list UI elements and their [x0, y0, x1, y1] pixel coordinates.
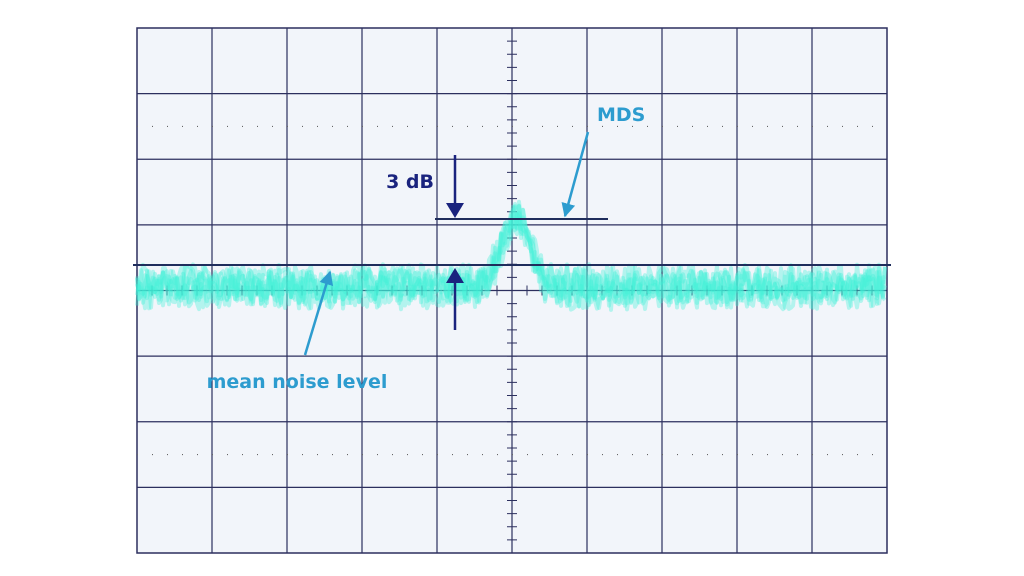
noise-band: [135, 199, 886, 312]
mds-label: MDS: [597, 104, 645, 126]
noise-trace: [135, 199, 887, 312]
noise-band: [135, 203, 887, 312]
noise-band: [135, 212, 887, 312]
noise-band: [135, 210, 887, 311]
noise-label: mean noise level: [207, 371, 388, 393]
noise-band: [135, 204, 887, 311]
grid: [136, 27, 888, 554]
arrow-head: [446, 268, 464, 283]
attenuation-label: 3 dB: [386, 171, 434, 193]
arrow-head: [446, 203, 464, 218]
noise-pointer: [303, 270, 334, 356]
noise-band: [135, 202, 886, 311]
mds-pointer: [561, 131, 590, 218]
